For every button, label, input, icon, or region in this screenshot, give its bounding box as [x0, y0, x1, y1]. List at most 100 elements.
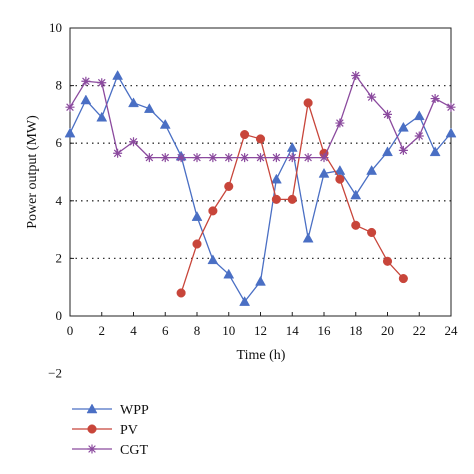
legend: WPP PV CGT: [72, 403, 149, 458]
data-point-pv: [335, 174, 345, 184]
legend-label-wpp: WPP: [120, 403, 149, 418]
x-tick-label: 8: [194, 323, 201, 338]
data-point-cgt: [303, 153, 313, 163]
data-point-cgt: [160, 153, 170, 163]
data-point-cgt: [240, 153, 250, 163]
data-point-cgt: [319, 153, 329, 163]
x-axis-title: Time (h): [237, 348, 286, 363]
data-point-wpp: [382, 146, 393, 157]
y-tick-label: 6: [56, 135, 63, 150]
data-point-cgt: [398, 145, 408, 155]
data-point-cgt: [430, 94, 440, 104]
data-point-cgt: [446, 102, 456, 112]
data-point-cgt: [335, 118, 345, 128]
legend-marker-cgt: [87, 444, 97, 454]
data-point-pv: [224, 181, 234, 191]
data-point-pv: [176, 288, 186, 298]
data-point-wpp: [128, 97, 139, 108]
series-lines: [64, 70, 457, 306]
y-tick-label: 0: [56, 308, 63, 323]
data-point-wpp: [207, 254, 219, 265]
data-point-wpp: [64, 127, 76, 138]
data-point-pv: [271, 194, 281, 204]
series-cgt: [65, 71, 456, 163]
data-point-wpp: [239, 296, 251, 306]
data-point-wpp: [302, 232, 314, 243]
y-tick-label: 8: [56, 78, 63, 93]
data-point-wpp: [366, 165, 378, 175]
data-point-wpp: [286, 142, 298, 152]
data-point-cgt: [208, 153, 218, 163]
x-tick-label: 22: [413, 323, 426, 338]
data-point-cgt: [271, 153, 281, 163]
legend-item-cgt: CGT: [72, 443, 148, 458]
data-point-cgt: [81, 76, 91, 86]
x-tick-label: 16: [318, 323, 332, 338]
data-point-wpp: [191, 211, 203, 221]
data-point-cgt: [144, 153, 154, 163]
data-point-cgt: [414, 131, 424, 141]
plot-frame: [69, 27, 452, 317]
data-point-pv: [208, 206, 218, 216]
data-point-wpp: [80, 94, 92, 105]
data-point-wpp: [429, 146, 441, 157]
data-point-wpp: [159, 118, 171, 129]
data-point-cgt: [256, 153, 265, 163]
data-point-pv: [367, 227, 377, 238]
data-point-cgt: [224, 153, 234, 163]
data-point-pv: [255, 134, 266, 144]
data-point-cgt: [65, 102, 75, 112]
data-point-cgt: [367, 92, 377, 102]
data-point-wpp: [223, 268, 235, 279]
data-point-cgt: [97, 78, 107, 88]
x-tick-label: 20: [381, 323, 394, 338]
legend-item-wpp: WPP: [72, 403, 149, 418]
x-tick-label: 24: [445, 323, 459, 338]
data-point-cgt: [192, 153, 202, 163]
y-tick-label: 10: [49, 20, 62, 35]
series-line-cgt: [69, 74, 452, 159]
data-point-wpp: [350, 189, 362, 200]
data-point-wpp: [397, 121, 409, 132]
data-point-wpp: [96, 111, 108, 122]
data-point-cgt: [383, 109, 392, 119]
x-tick-label: 12: [254, 323, 267, 338]
series-wpp: [64, 70, 457, 306]
data-point-wpp: [318, 167, 330, 178]
y-tick-label: 2: [56, 250, 63, 265]
legend-marker-pv: [87, 424, 97, 434]
data-point-cgt: [113, 148, 123, 158]
y-tick-label: −2: [48, 366, 62, 381]
x-tick-label: 10: [222, 323, 235, 338]
data-point-cgt: [287, 153, 297, 163]
x-tick-label: 6: [162, 323, 169, 338]
y-tick-label: 4: [56, 193, 63, 208]
data-point-wpp: [143, 103, 155, 113]
legend-marker-wpp: [86, 403, 98, 414]
data-point-wpp: [112, 70, 124, 80]
data-point-wpp: [413, 110, 425, 121]
data-point-pv: [240, 130, 250, 140]
data-point-wpp: [445, 127, 457, 138]
x-tick-label: 18: [349, 323, 362, 338]
data-point-pv: [287, 194, 297, 204]
data-point-wpp: [270, 173, 282, 184]
x-tick-label: 4: [130, 323, 137, 338]
x-tick-label: 14: [286, 323, 300, 338]
series-pv: [176, 98, 408, 298]
data-point-wpp: [334, 165, 346, 175]
data-point-cgt: [129, 137, 138, 147]
data-point-pv: [398, 274, 408, 284]
data-point-cgt: [176, 153, 186, 163]
x-tick-label: 2: [99, 323, 106, 338]
legend-label-cgt: CGT: [120, 443, 148, 458]
data-point-pv: [192, 239, 202, 249]
grid-lines: [70, 84, 451, 260]
y-axis-title: Power output (MW): [25, 115, 40, 229]
data-point-wpp: [255, 275, 266, 286]
data-point-pv: [382, 256, 393, 266]
data-point-pv: [303, 98, 313, 108]
data-point-cgt: [351, 71, 361, 81]
